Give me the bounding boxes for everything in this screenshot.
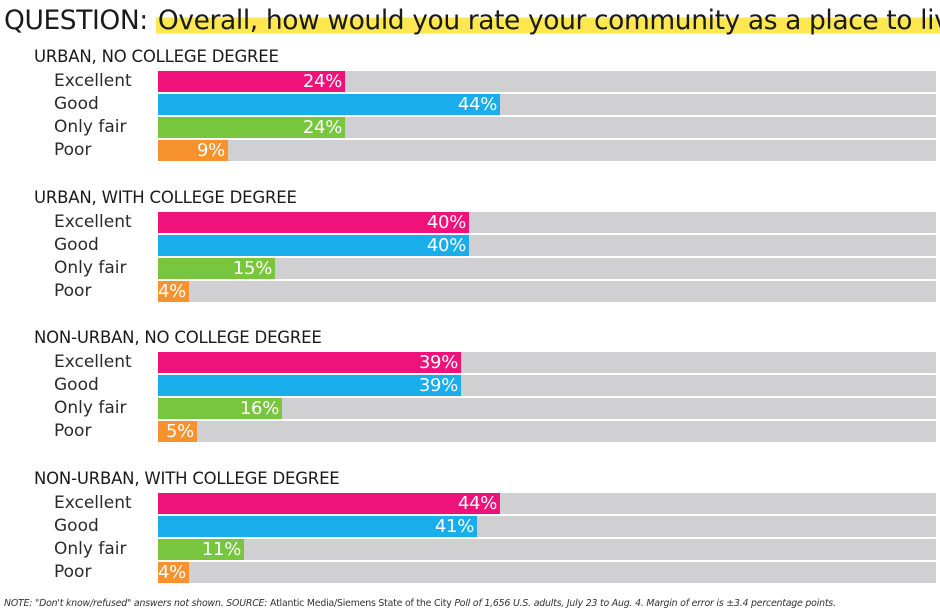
bar-poor [158, 421, 197, 442]
footnote: NOTE: "Don't know/refused" answers not s… [4, 596, 836, 612]
bar-excellent [158, 352, 461, 373]
data-label: 40% [426, 235, 466, 256]
bar-excellent [158, 212, 469, 233]
bar-only-fair [158, 258, 275, 279]
group-title: NON-URBAN, NO COLLEGE DEGREE [34, 328, 322, 347]
data-label: 39% [418, 375, 458, 396]
bar-track: 24% [158, 71, 936, 92]
category-label-poor: Poor [54, 140, 92, 160]
footnote-note: NOTE: "Don't know/refused" answers not s… [4, 598, 271, 609]
category-label-only-fair: Only fair [54, 258, 127, 278]
data-label: 16% [239, 398, 279, 419]
bar-poor [158, 140, 228, 161]
bar-good [158, 375, 461, 396]
question-label: QUESTION: [4, 5, 148, 36]
bar-track: 39% [158, 375, 936, 396]
bar-good [158, 516, 477, 537]
bar-track: 16% [158, 398, 936, 419]
bar-track: 44% [158, 493, 936, 514]
data-label: 11% [201, 539, 241, 560]
data-label: 5% [166, 421, 194, 442]
bar-track: 11% [158, 539, 936, 560]
data-label: 44% [457, 493, 497, 514]
category-label-only-fair: Only fair [54, 117, 127, 137]
category-label-good: Good [54, 375, 99, 395]
category-label-poor: Poor [54, 562, 92, 582]
data-label: 4% [158, 281, 186, 302]
question-text: Overall, how would you rate your communi… [155, 5, 940, 36]
bar-track: 40% [158, 212, 936, 233]
data-label: 44% [457, 94, 497, 115]
bar-poor [158, 281, 189, 302]
category-label-excellent: Excellent [54, 71, 132, 91]
footnote-details: Poll of 1,656 U.S. adults, July 23 to Au… [451, 598, 836, 609]
bar-track: 9% [158, 140, 936, 161]
bar-good [158, 235, 469, 256]
bar-track: 5% [158, 421, 936, 442]
bar-track: 40% [158, 235, 936, 256]
category-label-excellent: Excellent [54, 352, 132, 372]
bar-track: 4% [158, 562, 936, 583]
bar-excellent [158, 493, 500, 514]
category-label-only-fair: Only fair [54, 398, 127, 418]
footnote-source: Atlantic Media/Siemens State of the City [270, 598, 452, 609]
bar-excellent [158, 71, 345, 92]
bar-track: 39% [158, 352, 936, 373]
group-title: URBAN, WITH COLLEGE DEGREE [34, 188, 297, 207]
bar-track: 24% [158, 117, 936, 138]
category-label-good: Good [54, 516, 99, 536]
category-label-poor: Poor [54, 421, 92, 441]
data-label: 24% [302, 117, 342, 138]
bar-only-fair [158, 398, 282, 419]
bar-track: 41% [158, 516, 936, 537]
category-label-excellent: Excellent [54, 212, 132, 232]
data-label: 41% [434, 516, 474, 537]
data-label: 9% [197, 140, 225, 161]
bar-track: 44% [158, 94, 936, 115]
data-label: 39% [418, 352, 458, 373]
data-label: 15% [232, 258, 272, 279]
chart-title: QUESTION: Overall, how would you rate yo… [4, 2, 940, 40]
bar-poor [158, 562, 189, 583]
category-label-good: Good [54, 94, 99, 114]
bar-only-fair [158, 539, 244, 560]
category-label-poor: Poor [54, 281, 92, 301]
category-label-good: Good [54, 235, 99, 255]
bar-track: 4% [158, 281, 936, 302]
data-label: 24% [302, 71, 342, 92]
category-label-excellent: Excellent [54, 493, 132, 513]
data-label: 4% [158, 562, 186, 583]
group-title: URBAN, NO COLLEGE DEGREE [34, 47, 279, 66]
category-label-only-fair: Only fair [54, 539, 127, 559]
data-label: 40% [426, 212, 466, 233]
group-title: NON-URBAN, WITH COLLEGE DEGREE [34, 469, 340, 488]
bar-only-fair [158, 117, 345, 138]
bar-track: 15% [158, 258, 936, 279]
bar-good [158, 94, 500, 115]
